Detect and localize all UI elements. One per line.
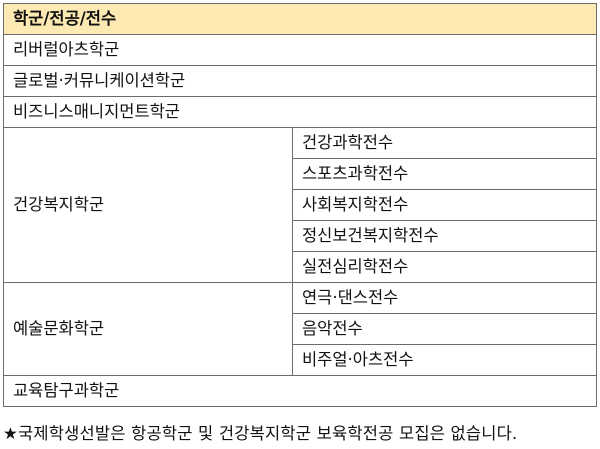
table-row: 비즈니스매니지먼트학군: [3, 96, 597, 128]
department-cell: 예술문화학군: [3, 282, 293, 376]
table-row: 사회복지학전수: [4, 189, 597, 221]
major-cell: 스포츠과학전수: [292, 158, 597, 190]
department-cell: 리버럴아츠학군: [3, 34, 597, 66]
major-cell: 실전심리학전수: [292, 251, 597, 283]
department-table: 학군/전공/전수 리버럴아츠학군 글로벌·커뮤니케이션학군 비즈니스매니지먼트학…: [3, 3, 597, 407]
table-row: 비주얼·아츠전수: [4, 344, 597, 376]
table-row: 교육탐구과학군: [3, 375, 597, 407]
table-row: 예술문화학군 연극·댄스전수: [3, 282, 597, 376]
major-cell: 건강과학전수: [292, 127, 597, 159]
major-cell: 연극·댄스전수: [292, 282, 597, 314]
major-cell: 정신보건복지학전수: [292, 220, 597, 252]
table-row: 스포츠과학전수: [4, 158, 597, 190]
major-cell: 사회복지학전수: [292, 189, 597, 221]
table-header-row: 학군/전공/전수: [3, 3, 597, 35]
department-cell: 비즈니스매니지먼트학군: [3, 96, 597, 128]
department-cell: 교육탐구과학군: [3, 375, 597, 407]
department-cell: 건강복지학군: [3, 127, 293, 283]
table-row: 리버럴아츠학군: [3, 34, 597, 66]
table-header: 학군/전공/전수: [3, 3, 597, 35]
footnote: ★국제학생선발은 항공학군 및 건강복지학군 보육학전공 모집은 없습니다.: [3, 424, 518, 443]
table-row: 건강복지학군 건강과학전수: [3, 127, 597, 283]
table-row: 글로벌·커뮤니케이션학군: [3, 65, 597, 97]
major-cell: 음악전수: [292, 313, 597, 345]
department-cell: 글로벌·커뮤니케이션학군: [3, 65, 597, 97]
major-cell: 비주얼·아츠전수: [292, 344, 597, 376]
table-row: 실전심리학전수: [4, 251, 597, 283]
